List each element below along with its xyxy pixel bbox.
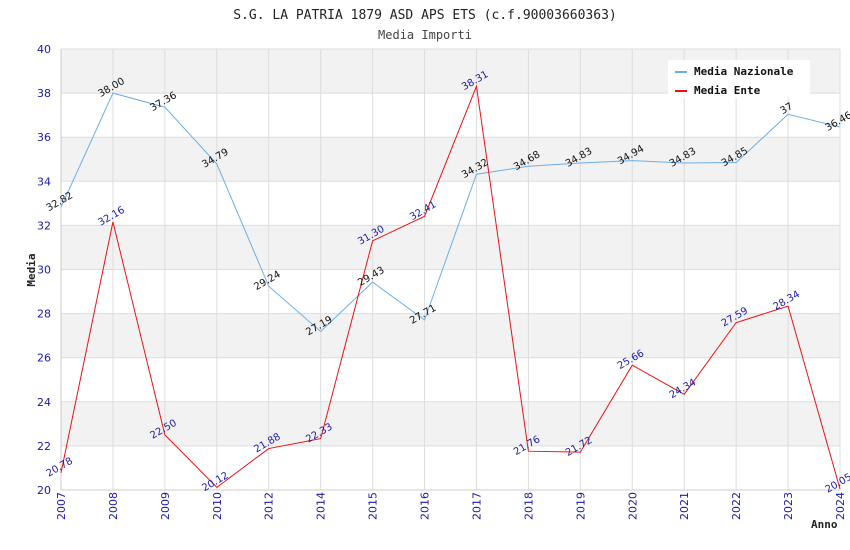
x-tick-label: 2007 bbox=[55, 492, 68, 520]
y-tick-label: 26 bbox=[37, 352, 51, 365]
legend-label-media-ente: Media Ente bbox=[694, 84, 761, 97]
grid-band bbox=[61, 313, 840, 358]
data-label-media-ente: 28.34 bbox=[772, 289, 802, 313]
y-tick-label: 32 bbox=[37, 219, 51, 232]
gridlines bbox=[60, 48, 841, 491]
x-tick-label: 2019 bbox=[574, 492, 587, 520]
grid-bands bbox=[61, 49, 840, 446]
data-label-media-nazionale: 37.36 bbox=[148, 90, 178, 114]
data-label-media-nazionale: 36.46 bbox=[824, 110, 850, 134]
x-tick-label: 2012 bbox=[263, 492, 276, 520]
chart-subtitle: Media Importi bbox=[378, 28, 472, 42]
y-tick-label: 28 bbox=[37, 308, 51, 321]
data-label-media-ente: 24.34 bbox=[668, 377, 698, 401]
x-tick-label: 2014 bbox=[315, 492, 328, 520]
x-tick-label: 2024 bbox=[834, 492, 847, 520]
chart-title: S.G. LA PATRIA 1879 ASD APS ETS (c.f.900… bbox=[233, 8, 617, 23]
x-tick-label: 2021 bbox=[678, 492, 691, 520]
data-label-media-nazionale: 29.24 bbox=[252, 269, 282, 293]
x-axis-label: Anno bbox=[811, 518, 838, 531]
y-tick-label: 24 bbox=[37, 396, 51, 409]
x-tick-label: 2015 bbox=[367, 492, 380, 520]
legend-label-media-nazionale: Media Nazionale bbox=[694, 65, 794, 78]
y-tick-label: 34 bbox=[37, 175, 51, 188]
grid-band bbox=[61, 137, 840, 182]
y-tick-label: 40 bbox=[37, 43, 51, 56]
data-label-media-nazionale: 37 bbox=[779, 101, 796, 117]
data-label-media-ente: 20.78 bbox=[45, 456, 75, 480]
x-tick-label: 2010 bbox=[211, 492, 224, 520]
x-tick-label: 2017 bbox=[470, 492, 483, 520]
x-tick-label: 2008 bbox=[107, 492, 120, 520]
y-tick-label: 38 bbox=[37, 87, 51, 100]
series-line-media-nazionale bbox=[60, 92, 841, 333]
series-line-media-ente bbox=[60, 84, 841, 490]
x-tick-label: 2023 bbox=[782, 492, 795, 520]
legend: Media Nazionale Media Ente bbox=[668, 60, 810, 98]
y-tick-label: 36 bbox=[37, 131, 51, 144]
data-label-media-nazionale: 32.82 bbox=[45, 190, 75, 214]
data-label-media-ente: 32.41 bbox=[408, 199, 438, 223]
x-tick-label: 2009 bbox=[159, 492, 172, 520]
grid-band bbox=[61, 401, 840, 446]
x-tick-label: 2020 bbox=[626, 492, 639, 520]
data-label-media-ente: 20.12 bbox=[200, 470, 230, 494]
x-axis-ticks: 2007 2008 2009 2010 2012 2014 2015 2016 2017 2018… bbox=[55, 492, 847, 520]
x-tick-label: 2022 bbox=[730, 492, 743, 520]
series-lines bbox=[60, 84, 841, 490]
x-tick-label: 2016 bbox=[419, 492, 432, 520]
y-tick-label: 22 bbox=[37, 440, 51, 453]
legend-box bbox=[668, 60, 810, 98]
y-axis-ticks: 20 22 24 26 28 30 32 34 36 38 40 bbox=[37, 43, 51, 497]
y-tick-label: 30 bbox=[37, 264, 51, 277]
x-tick-label: 2018 bbox=[522, 492, 535, 520]
y-tick-label: 20 bbox=[37, 484, 51, 497]
y-axis-label: Media bbox=[25, 253, 38, 286]
